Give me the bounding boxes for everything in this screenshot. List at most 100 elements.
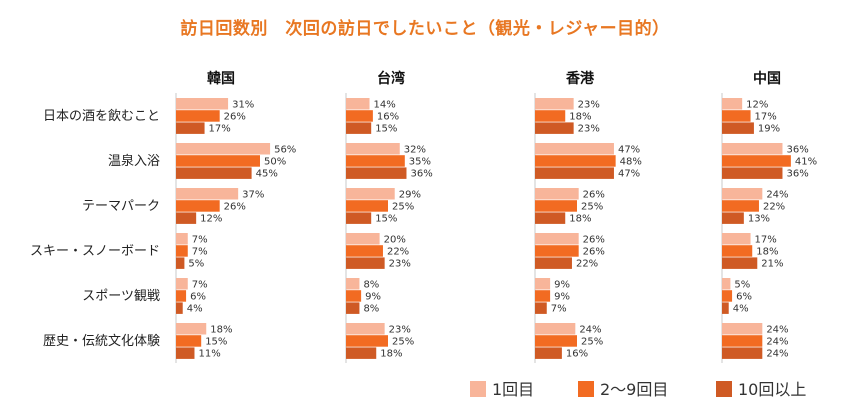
data-label: 20% bbox=[384, 234, 406, 245]
bar bbox=[535, 323, 576, 335]
data-label: 29% bbox=[399, 189, 421, 200]
data-label: 5% bbox=[188, 259, 204, 270]
data-label: 4% bbox=[733, 304, 749, 315]
data-label: 22% bbox=[576, 259, 598, 270]
legend-swatch bbox=[578, 381, 594, 397]
bar bbox=[176, 98, 229, 110]
data-label: 36% bbox=[410, 169, 432, 180]
bar bbox=[535, 200, 577, 212]
data-label: 15% bbox=[375, 214, 397, 225]
bar bbox=[346, 212, 372, 224]
data-label: 26% bbox=[224, 201, 246, 212]
bar bbox=[535, 245, 579, 257]
bar bbox=[722, 122, 754, 134]
bar bbox=[722, 98, 743, 110]
bar bbox=[722, 245, 753, 257]
data-label: 9% bbox=[365, 291, 381, 302]
data-label: 45% bbox=[256, 169, 278, 180]
bar bbox=[535, 155, 616, 167]
data-label: 14% bbox=[374, 99, 396, 110]
data-label: 47% bbox=[618, 144, 640, 155]
bar bbox=[176, 245, 188, 257]
bar bbox=[346, 143, 400, 155]
legend-swatch bbox=[470, 381, 486, 397]
category-label: スポーツ観戦 bbox=[82, 289, 160, 304]
data-label: 37% bbox=[242, 189, 264, 200]
bar bbox=[176, 200, 220, 212]
data-label: 24% bbox=[766, 324, 788, 335]
data-label: 36% bbox=[786, 169, 808, 180]
bar bbox=[346, 122, 372, 134]
data-label: 32% bbox=[404, 144, 426, 155]
bar bbox=[535, 143, 614, 155]
data-label: 17% bbox=[755, 234, 777, 245]
bar bbox=[535, 98, 574, 110]
bar bbox=[535, 167, 614, 179]
data-label: 12% bbox=[746, 99, 768, 110]
data-label: 12% bbox=[200, 214, 222, 225]
data-label: 41% bbox=[795, 156, 817, 167]
bar bbox=[722, 290, 733, 302]
bar bbox=[535, 302, 547, 314]
category-label: スキー・スノーボード bbox=[30, 244, 160, 259]
data-label: 26% bbox=[583, 189, 605, 200]
bar bbox=[535, 233, 579, 245]
data-label: 21% bbox=[761, 259, 783, 270]
data-label: 23% bbox=[389, 259, 411, 270]
legend-swatch bbox=[716, 381, 732, 397]
data-label: 9% bbox=[554, 279, 570, 290]
data-label: 17% bbox=[755, 111, 777, 122]
bar bbox=[176, 335, 202, 347]
bar bbox=[176, 302, 183, 314]
panel-title: 香港 bbox=[565, 70, 595, 87]
bar bbox=[346, 233, 380, 245]
bar bbox=[346, 335, 388, 347]
bar bbox=[346, 323, 385, 335]
bar bbox=[176, 290, 187, 302]
data-label: 26% bbox=[224, 111, 246, 122]
data-label: 31% bbox=[232, 99, 254, 110]
bar bbox=[722, 167, 783, 179]
data-label: 18% bbox=[756, 246, 778, 257]
data-label: 6% bbox=[190, 291, 206, 302]
legend-label: 1回目 bbox=[492, 380, 534, 399]
bar bbox=[346, 155, 405, 167]
data-label: 35% bbox=[409, 156, 431, 167]
data-label: 23% bbox=[578, 99, 600, 110]
data-label: 7% bbox=[192, 234, 208, 245]
bar bbox=[176, 323, 207, 335]
bar bbox=[346, 188, 395, 200]
bar bbox=[176, 143, 271, 155]
bar bbox=[722, 257, 758, 269]
data-label: 4% bbox=[187, 304, 203, 315]
bar bbox=[535, 335, 577, 347]
bar bbox=[346, 200, 388, 212]
bar bbox=[176, 122, 205, 134]
bar bbox=[722, 302, 729, 314]
bar bbox=[722, 200, 759, 212]
data-label: 18% bbox=[380, 349, 402, 360]
data-label: 26% bbox=[583, 234, 605, 245]
data-label: 8% bbox=[363, 304, 379, 315]
bar bbox=[346, 110, 373, 122]
bar bbox=[722, 110, 751, 122]
bar bbox=[722, 347, 763, 359]
data-label: 24% bbox=[766, 336, 788, 347]
data-label: 26% bbox=[583, 246, 605, 257]
bar bbox=[176, 167, 252, 179]
bar bbox=[535, 122, 574, 134]
bar bbox=[722, 143, 783, 155]
data-label: 47% bbox=[618, 169, 640, 180]
bar bbox=[535, 212, 566, 224]
data-label: 22% bbox=[763, 201, 785, 212]
bar bbox=[346, 290, 362, 302]
data-label: 36% bbox=[786, 144, 808, 155]
data-label: 16% bbox=[377, 111, 399, 122]
bar bbox=[722, 155, 791, 167]
bar bbox=[535, 188, 579, 200]
data-label: 7% bbox=[551, 304, 567, 315]
bar bbox=[722, 212, 744, 224]
data-label: 23% bbox=[389, 324, 411, 335]
